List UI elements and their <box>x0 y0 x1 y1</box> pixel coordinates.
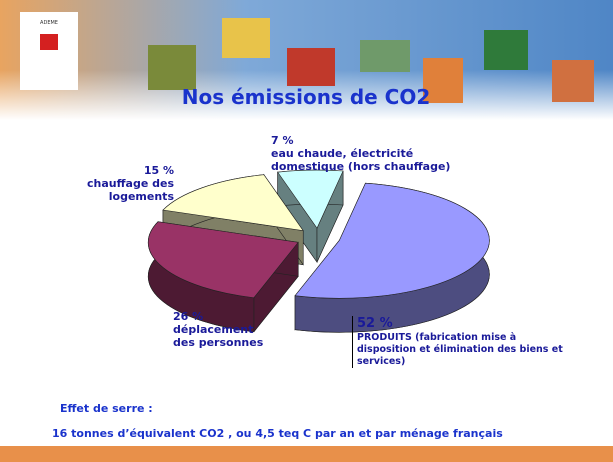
picture <box>360 40 410 72</box>
category-label: eau chaude, électricité domestique (hors… <box>271 147 451 173</box>
category-label: PRODUITS (fabrication mise à disposition… <box>357 332 563 367</box>
slice-top <box>147 221 299 299</box>
picture <box>148 45 196 90</box>
picture <box>423 58 463 103</box>
footer-band <box>0 446 613 462</box>
value-label: 52 % <box>357 316 393 331</box>
slice <box>294 182 490 333</box>
slice <box>147 221 299 333</box>
logo-text: ADEME <box>40 20 58 26</box>
picture <box>552 60 594 102</box>
slice-label: 7 % eau chaude, électricité domestique (h… <box>271 134 471 173</box>
category-label: déplacement des personnes <box>173 323 264 349</box>
picture <box>287 48 335 86</box>
chart-title: Nos émissions de CO2 <box>182 85 431 109</box>
footnote: Effet de serre : <box>60 402 153 415</box>
pie <box>147 169 490 333</box>
footnote: 16 tonnes d’équivalent CO2 , ou 4,5 teq … <box>52 427 503 440</box>
category-label: chauffage des logements <box>87 177 174 203</box>
value-label: 26 % <box>173 310 204 323</box>
picture <box>484 30 528 70</box>
logo-box <box>20 12 78 90</box>
slice-top <box>277 169 344 229</box>
logo-mark <box>40 34 58 50</box>
slice-top <box>162 174 304 232</box>
value-label: 15 % <box>143 164 174 177</box>
picture <box>222 18 270 58</box>
slice-top <box>294 182 490 299</box>
slice-label: 26 % déplacement des personnes <box>173 310 273 349</box>
slice-label: 15 % chauffage des logements <box>84 164 174 203</box>
value-label: 7 % <box>271 134 294 147</box>
slice-label: 52 % PRODUITS (fabrication mise à disposi… <box>352 316 577 368</box>
